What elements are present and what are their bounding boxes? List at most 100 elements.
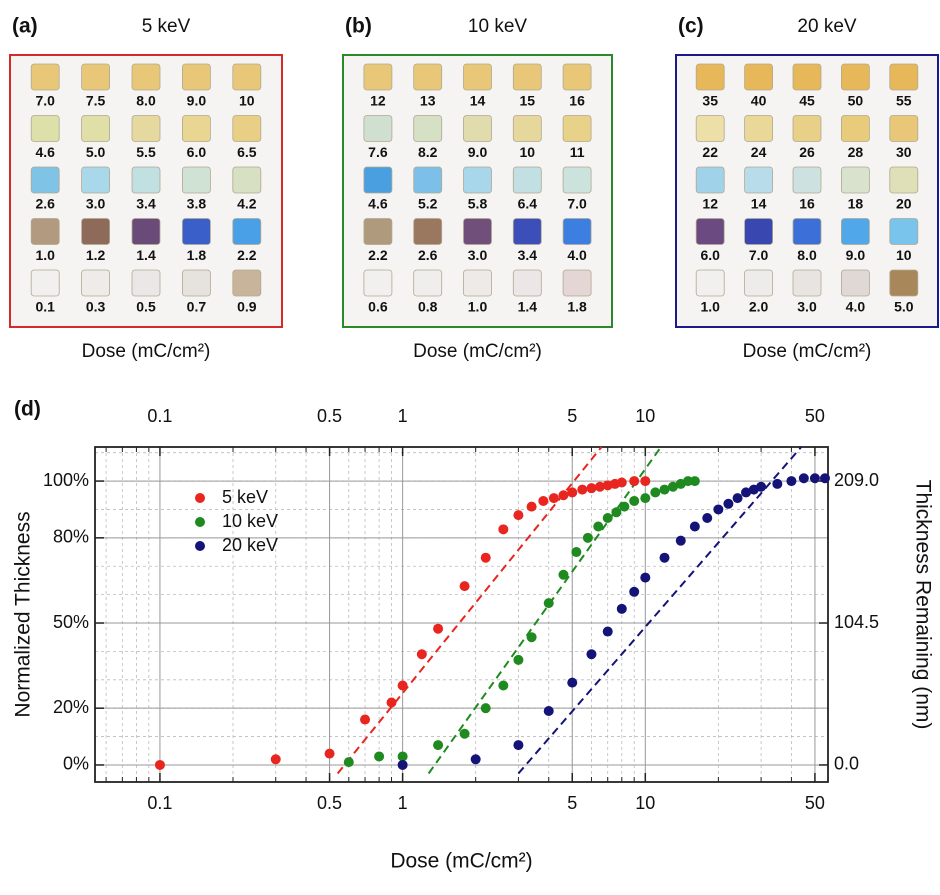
swatch [890, 116, 918, 142]
swatch [82, 219, 110, 245]
data-point [593, 521, 603, 531]
dose-label: 4.0 [567, 247, 587, 263]
swatch [364, 116, 392, 142]
swatch [182, 116, 210, 142]
swatch [364, 270, 392, 296]
x-axis-title: Dose (mC/cm²) [390, 850, 532, 873]
data-point [325, 749, 335, 759]
data-point [567, 487, 577, 497]
dose-label: 4.6 [35, 144, 55, 160]
dose-label: 10 [520, 144, 536, 160]
dose-label: 8.0 [797, 247, 817, 263]
data-point [527, 632, 537, 642]
dose-label: 0.9 [237, 299, 257, 315]
swatch [182, 219, 210, 245]
data-point [374, 751, 384, 761]
panel-label: (a) [12, 15, 38, 38]
dose-label: 10 [896, 247, 912, 263]
dose-label: 5.2 [418, 196, 438, 212]
y-tick-label: 20% [53, 697, 89, 717]
legend-marker [195, 493, 205, 503]
dose-label: 45 [799, 93, 815, 109]
data-point [471, 754, 481, 764]
dose-label: 30 [896, 144, 912, 160]
data-point [481, 703, 491, 713]
data-point [786, 476, 796, 486]
swatch [182, 167, 210, 193]
data-point [617, 604, 627, 614]
swatch [132, 219, 160, 245]
swatch [841, 167, 869, 193]
data-point [344, 757, 354, 767]
swatch [414, 219, 442, 245]
swatch [464, 219, 492, 245]
y-tick-label: 80% [53, 527, 89, 547]
dose-label: 5.0 [86, 144, 106, 160]
data-point [690, 476, 700, 486]
swatch [890, 219, 918, 245]
dose-label: 24 [751, 144, 767, 160]
swatch [132, 167, 160, 193]
dose-label: 4.0 [846, 299, 866, 315]
swatch [364, 64, 392, 90]
panel-label: (c) [678, 15, 704, 38]
data-point [398, 760, 408, 770]
dose-label: 6.0 [187, 144, 207, 160]
dose-label: 10 [239, 93, 255, 109]
data-point [481, 553, 491, 563]
dose-label: 40 [751, 93, 767, 109]
legend-label: 10 keV [222, 511, 278, 531]
dose-label: 15 [520, 93, 536, 109]
swatch [182, 64, 210, 90]
y2-tick-label: 209.0 [834, 470, 879, 490]
x-tick-label-top: 10 [635, 406, 655, 426]
dose-label: 0.8 [418, 299, 438, 315]
data-point [629, 476, 639, 486]
swatch [82, 116, 110, 142]
data-point [810, 473, 820, 483]
x-tick-label: 10 [635, 793, 655, 813]
dose-label: 6.4 [518, 196, 538, 212]
data-point [799, 473, 809, 483]
data-point [640, 476, 650, 486]
swatch [745, 219, 773, 245]
swatch [31, 64, 59, 90]
dose-label: 9.0 [846, 247, 866, 263]
dose-label: 4.6 [368, 196, 388, 212]
data-point [586, 483, 596, 493]
dose-label: 20 [896, 196, 912, 212]
swatch [696, 116, 724, 142]
data-point [586, 649, 596, 659]
dose-label: 22 [702, 144, 718, 160]
swatch [31, 116, 59, 142]
swatch [364, 167, 392, 193]
data-point [723, 499, 733, 509]
dose-label: 5.0 [894, 299, 914, 315]
dose-label: 6.5 [237, 144, 257, 160]
data-point [577, 485, 587, 495]
swatch [513, 270, 541, 296]
swatch [745, 64, 773, 90]
swatch [233, 167, 261, 193]
panel-title: 10 keV [468, 16, 527, 37]
swatch [464, 64, 492, 90]
data-point [558, 490, 568, 500]
swatch [513, 116, 541, 142]
swatch [513, 167, 541, 193]
data-point [690, 521, 700, 531]
dose-label: 5.5 [136, 144, 156, 160]
dose-label: 0.1 [35, 299, 55, 315]
swatch [841, 116, 869, 142]
x-tick-label-top: 5 [567, 406, 577, 426]
data-point [617, 477, 627, 487]
x-tick-label-top: 0.5 [317, 406, 342, 426]
swatch [233, 270, 261, 296]
data-point [513, 510, 523, 520]
data-point [387, 698, 397, 708]
dose-label: 7.0 [567, 196, 587, 212]
data-point [660, 553, 670, 563]
data-point [398, 680, 408, 690]
dose-label: 14 [751, 196, 767, 212]
dose-label: 55 [896, 93, 912, 109]
